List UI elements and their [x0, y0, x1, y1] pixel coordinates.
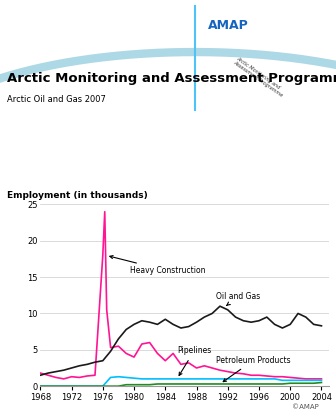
Text: Arctic Monitoring and Assessment Programme: Arctic Monitoring and Assessment Program… — [7, 72, 336, 85]
Text: Heavy Construction: Heavy Construction — [110, 256, 206, 275]
Text: ©AMAP: ©AMAP — [292, 404, 319, 410]
Text: Employment (in thousands): Employment (in thousands) — [7, 191, 148, 200]
Text: Arctic Oil and Gas 2007: Arctic Oil and Gas 2007 — [7, 95, 106, 104]
Text: Pipelines: Pipelines — [177, 347, 211, 375]
Text: Petroleum Products: Petroleum Products — [216, 356, 291, 382]
Text: Arctic Monitoring and
Assessment Programme: Arctic Monitoring and Assessment Program… — [232, 55, 287, 98]
Text: Oil and Gas: Oil and Gas — [216, 292, 260, 306]
Text: AMAP: AMAP — [208, 19, 249, 32]
